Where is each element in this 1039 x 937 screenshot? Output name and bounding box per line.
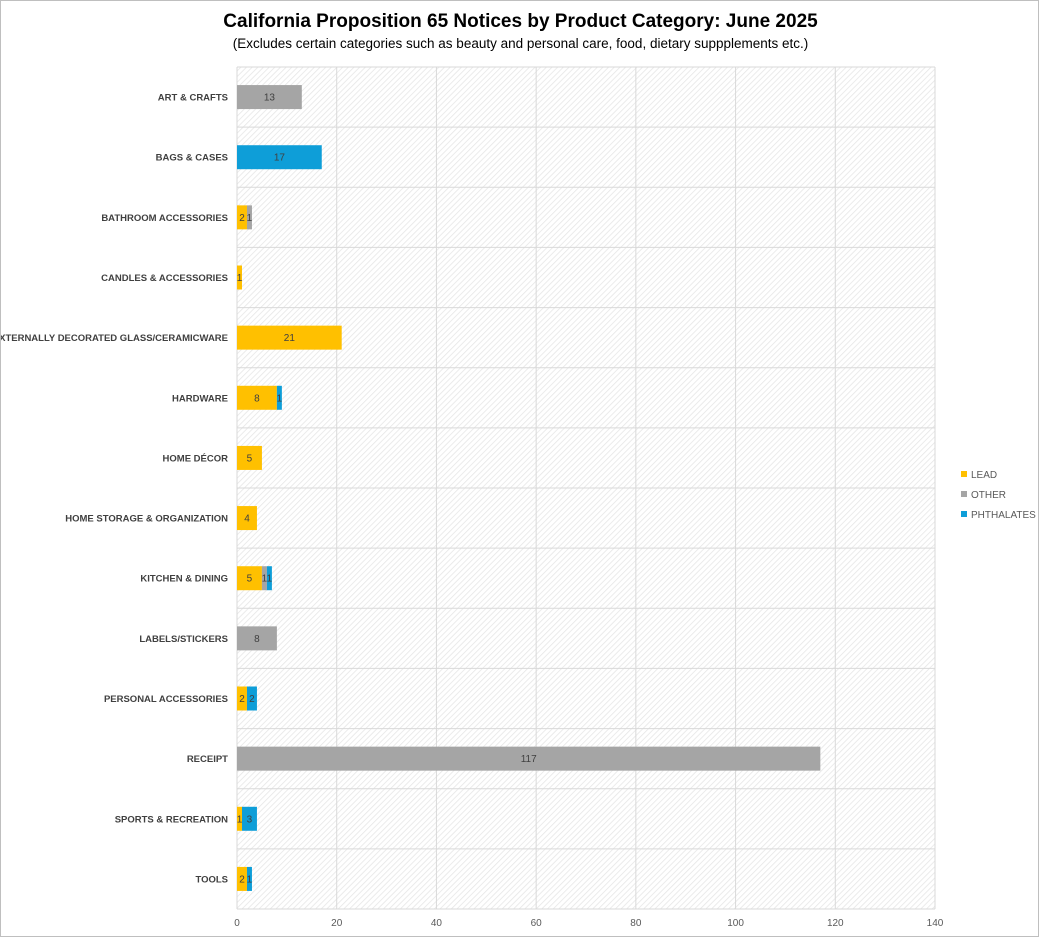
chart-title: California Proposition 65 Notices by Pro… — [223, 11, 818, 32]
bar-lead — [237, 325, 342, 350]
bar-phthalates — [266, 566, 272, 591]
x-tick-label: 140 — [927, 918, 944, 929]
data-label: 2 — [249, 694, 255, 705]
category-label: EXTERNALLY DECORATED GLASS/CERAMICWARE — [1, 333, 228, 344]
legend-swatch-other — [961, 491, 967, 497]
category-label: HOME STORAGE & ORGANIZATION — [65, 514, 228, 525]
bar-phthalates — [241, 806, 257, 831]
x-tick-label: 80 — [630, 918, 642, 929]
data-label: 117 — [521, 754, 537, 765]
data-label: 1 — [262, 574, 268, 585]
data-label: 2 — [239, 213, 245, 224]
category-label: KITCHEN & DINING — [140, 574, 228, 585]
bar-other — [237, 85, 302, 110]
data-label: 1 — [247, 874, 253, 885]
data-label: 13 — [264, 93, 276, 104]
data-label: 3 — [247, 814, 253, 825]
data-label: 21 — [284, 333, 296, 344]
category-label: LABELS/STICKERS — [139, 634, 228, 645]
data-label: 8 — [254, 634, 260, 645]
bar-other — [237, 746, 821, 771]
chart-subtitle: (Excludes certain categories such as bea… — [232, 36, 809, 51]
data-label: 4 — [244, 514, 250, 525]
bar-lead — [237, 265, 242, 290]
data-label: 1 — [237, 273, 243, 284]
data-label: 8 — [254, 393, 260, 404]
data-label: 1 — [237, 814, 243, 825]
legend-label: PHTHALATES — [971, 510, 1036, 521]
data-label: 2 — [239, 694, 245, 705]
data-label: 17 — [274, 153, 286, 164]
data-label: 1 — [277, 393, 283, 404]
x-tick-label: 0 — [234, 918, 240, 929]
bar-lead — [237, 385, 277, 410]
bar-phthalates — [246, 866, 252, 891]
bar-lead — [237, 566, 262, 591]
bar-lead — [237, 445, 262, 470]
x-tick-label: 120 — [827, 918, 844, 929]
x-tick-label: 60 — [531, 918, 543, 929]
category-label: CANDLES & ACCESSORIES — [101, 273, 228, 284]
data-label: 1 — [267, 574, 273, 585]
category-label: ART & CRAFTS — [158, 93, 228, 104]
legend-label: OTHER — [971, 490, 1006, 501]
x-tick-label: 40 — [431, 918, 443, 929]
legend-label: LEAD — [971, 470, 997, 481]
legend-swatch-lead — [961, 471, 967, 477]
bar-phthalates — [237, 145, 322, 170]
category-label: HOME DÉCOR — [163, 453, 229, 464]
category-label: BATHROOM ACCESSORIES — [101, 213, 228, 224]
data-label: 1 — [247, 213, 253, 224]
bar-phthalates — [276, 385, 282, 410]
bar-lead — [237, 506, 257, 531]
bar-lead — [237, 205, 247, 230]
category-label: PERSONAL ACCESSORIES — [104, 694, 228, 705]
data-label: 5 — [247, 453, 253, 464]
bar-lead — [237, 806, 242, 831]
x-tick-label: 20 — [331, 918, 343, 929]
category-label: RECEIPT — [187, 754, 228, 765]
category-label: SPORTS & RECREATION — [115, 814, 228, 825]
legend-swatch-phthalates — [961, 511, 967, 517]
bar-other — [261, 566, 267, 591]
bar-other — [246, 205, 252, 230]
category-label: HARDWARE — [172, 393, 228, 404]
category-label: BAGS & CASES — [156, 153, 228, 164]
category-label: TOOLS — [195, 874, 228, 885]
data-label: 2 — [239, 874, 245, 885]
bar-lead — [237, 686, 247, 711]
bar-lead — [237, 866, 247, 891]
bar-other — [237, 626, 277, 651]
data-label: 5 — [247, 574, 253, 585]
x-tick-label: 100 — [727, 918, 744, 929]
bar-phthalates — [246, 686, 257, 711]
